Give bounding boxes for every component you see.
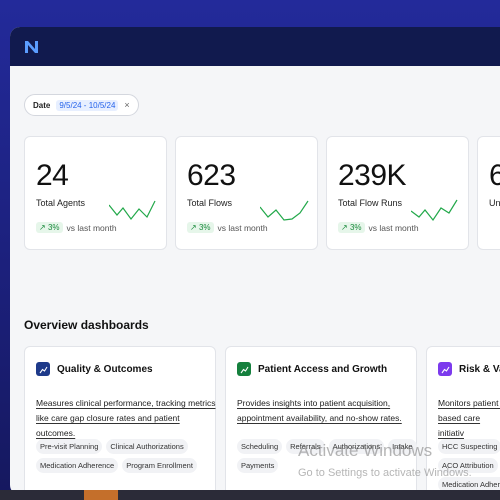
dashboard-card-header: Risk & Valu (438, 362, 500, 376)
stat-trend: ↗ 3% vs last month (36, 222, 117, 233)
tag-list: HCC Suspecting ACO Attribution Medicatio… (438, 439, 500, 492)
trend-up-icon: ↗ (39, 223, 46, 232)
tag[interactable]: Program Enrollment (122, 458, 197, 473)
dashboard-card-quality-outcomes[interactable]: Quality & Outcomes Measures clinical per… (24, 346, 216, 495)
stat-label: Total Flow Runs (338, 198, 403, 208)
stat-label: Total Agents (36, 198, 86, 208)
tag[interactable]: Medication Adherence (36, 458, 119, 473)
trend-up-icon: ↗ (341, 223, 348, 232)
dashboard-card-title: Risk & Valu (459, 363, 500, 375)
trend-suffix: vs last month (368, 222, 419, 233)
dashboard-card-description[interactable]: Monitors patient ri based care initiativ (438, 398, 500, 438)
bar-chart-icon (438, 362, 452, 376)
activate-windows-watermark: Activate Windows Go to Settings to activ… (298, 441, 472, 483)
tag[interactable]: ACO Attribution (438, 458, 498, 473)
watermark-subtitle: Go to Settings to activate Windows. (298, 467, 472, 479)
stat-value: 24 (36, 159, 69, 192)
stat-card-total-flow-runs[interactable]: 239K Total Flow Runs ↗ 3% vs last month (326, 136, 469, 250)
app-header (10, 27, 500, 66)
stat-value: 239K (338, 159, 407, 192)
stat-value: 623 (187, 159, 236, 192)
stat-label: Total Flows (187, 198, 233, 208)
stat-card-total-agents[interactable]: 24 Total Agents ↗ 3% vs last month (24, 136, 167, 250)
tag[interactable]: Clinical Authorizations (106, 439, 188, 454)
trend-up-icon: ↗ (190, 223, 197, 232)
tag[interactable]: Scheduling (237, 439, 283, 454)
sparkline-chart (109, 200, 156, 220)
dashboard-card-header: Patient Access and Growth (237, 362, 387, 376)
dashboard-card-title: Patient Access and Growth (258, 363, 388, 375)
dashboard-card-risk-value[interactable]: Risk & Valu Monitors patient ri based ca… (426, 346, 500, 495)
stat-trend: ↗ 3% vs last month (187, 222, 268, 233)
bar-chart-icon (237, 362, 251, 376)
date-filter-chip[interactable]: Date 9/5/24 - 10/5/24 × (24, 94, 139, 116)
trend-suffix: vs last month (217, 222, 268, 233)
close-icon[interactable]: × (124, 100, 130, 110)
tag[interactable]: Referrals (286, 439, 325, 454)
dashboard-card-description[interactable]: Provides insights into patient acquisiti… (237, 398, 402, 423)
tag[interactable]: HCC Suspecting (438, 439, 500, 454)
overview-dashboards-heading: Overview dashboards (24, 318, 149, 332)
trend-badge: ↗ 3% (338, 222, 365, 233)
tag[interactable]: Pre-visit Planning (36, 439, 103, 454)
dashboard-card-patient-access[interactable]: Patient Access and Growth Provides insig… (225, 346, 417, 495)
stat-trend: ↗ 3% vs last month (338, 222, 419, 233)
dashboard-card-title: Quality & Outcomes (57, 363, 153, 375)
tag[interactable]: Authorizations (328, 439, 385, 454)
taskbar-app-button[interactable] (84, 490, 118, 500)
sparkline-chart (260, 200, 309, 221)
stat-card-total-flows[interactable]: 623 Total Flows ↗ 3% vs last month (175, 136, 318, 250)
app-window: Date 9/5/24 - 10/5/24 × 24 Total Agents … (10, 27, 500, 495)
dashboard-card-description[interactable]: Measures clinical performance, tracking … (36, 398, 216, 438)
sparkline-chart (411, 199, 458, 222)
tag-list: Scheduling Referrals Authorizations Inta… (237, 439, 417, 473)
tag[interactable]: Intake (388, 439, 417, 454)
tag-list: Pre-visit Planning Clinical Authorizatio… (36, 439, 216, 473)
n-logo-icon[interactable] (24, 40, 41, 54)
date-filter-value[interactable]: 9/5/24 - 10/5/24 (56, 99, 119, 111)
stat-value: 6 (489, 159, 500, 192)
trend-badge: ↗ 3% (187, 222, 214, 233)
taskbar (0, 490, 500, 500)
stat-label: Un (489, 198, 500, 208)
watermark-title: Activate Windows (298, 441, 433, 460)
trend-suffix: vs last month (66, 222, 117, 233)
date-filter-label: Date (33, 100, 51, 110)
tag[interactable]: Payments (237, 458, 279, 473)
stat-card-partial[interactable]: 6 Un (477, 136, 500, 250)
bar-chart-icon (36, 362, 50, 376)
tag[interactable]: Medication Adheren (438, 477, 500, 492)
trend-badge: ↗ 3% (36, 222, 63, 233)
dashboard-card-header: Quality & Outcomes (36, 362, 153, 376)
